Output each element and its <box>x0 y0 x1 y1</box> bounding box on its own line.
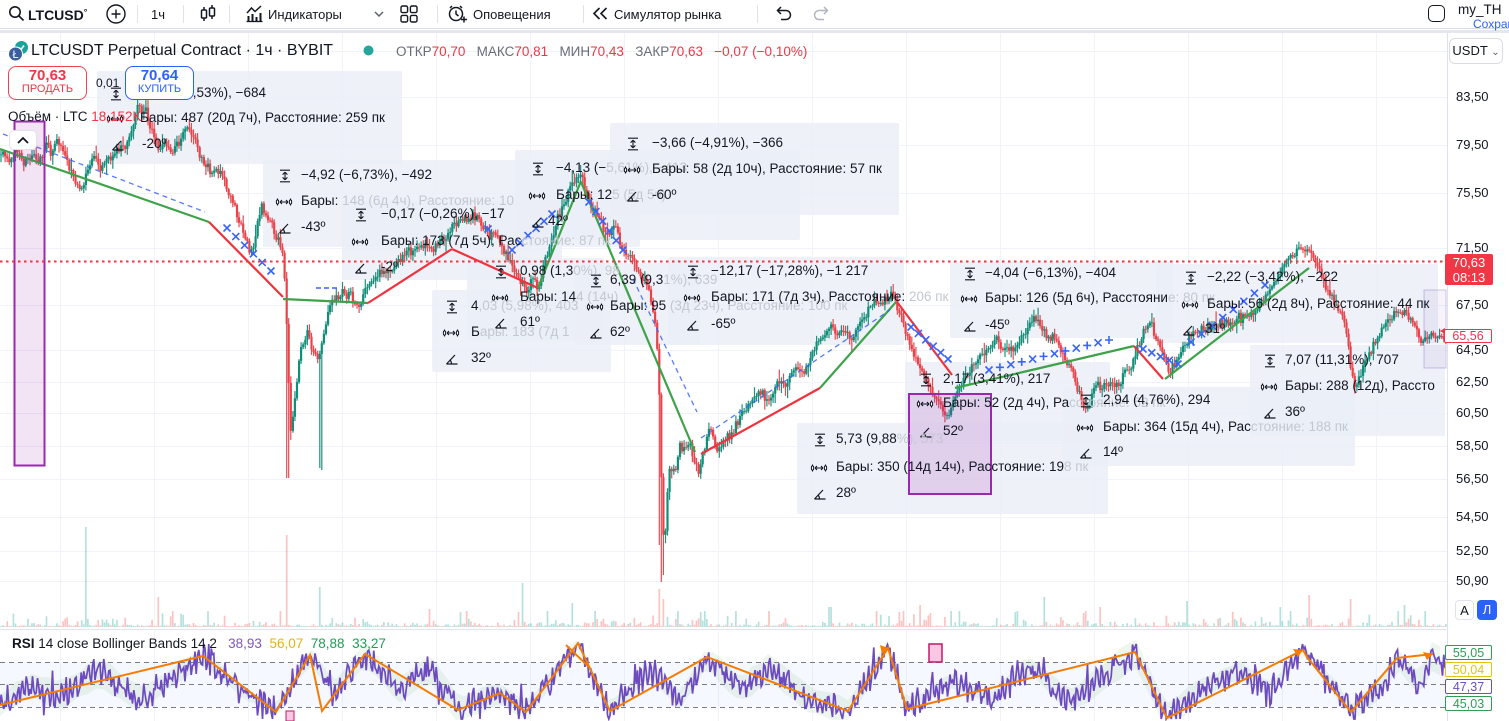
svg-text:Ł: Ł <box>12 49 18 61</box>
